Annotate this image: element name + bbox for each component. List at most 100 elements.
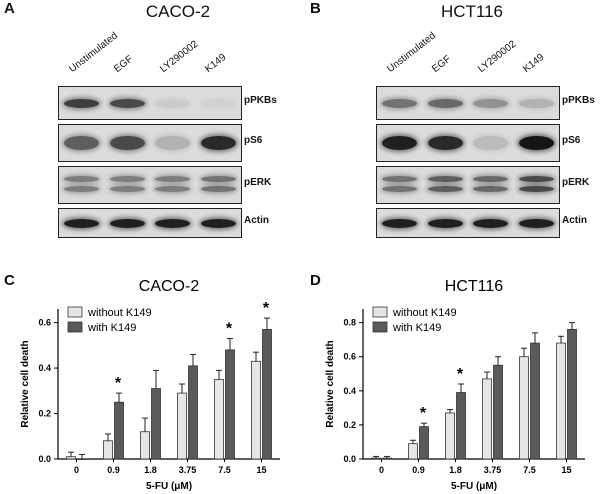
- y-tick-label: 0.4: [38, 363, 51, 373]
- y-tick-label: 0.2: [38, 409, 51, 419]
- band: [427, 186, 463, 192]
- bar-without-k149: [103, 440, 113, 460]
- band: [200, 176, 236, 182]
- panel-letter-d: D: [310, 272, 321, 289]
- legend-swatch: [67, 321, 83, 333]
- band: [382, 186, 418, 192]
- blot-strip-perk: [376, 166, 560, 204]
- band: [382, 136, 418, 150]
- blot-label-actin: Actin: [562, 215, 587, 226]
- bar-with-k149: [530, 342, 540, 460]
- blot-label-ps6: pS6: [244, 135, 263, 146]
- band: [200, 218, 236, 228]
- bar-with-k149: [262, 329, 272, 460]
- blot-title-a: CACO-2: [145, 2, 211, 21]
- band: [155, 218, 191, 228]
- bar-with-k149: [567, 329, 577, 460]
- y-tick-label: 0.8: [343, 318, 356, 328]
- band: [64, 98, 100, 108]
- legend-swatch: [372, 306, 388, 318]
- blot-strip-actin: [58, 208, 242, 238]
- band: [200, 186, 236, 192]
- band: [427, 98, 463, 108]
- bar-with-k149: [382, 457, 392, 460]
- band: [382, 176, 418, 182]
- bar-with-k149: [225, 349, 235, 460]
- legend-label: without K149: [392, 307, 457, 319]
- blot-label-perk: pERK: [562, 177, 590, 188]
- blot-label-perk: pERK: [244, 177, 272, 188]
- y-tick-label: 0.6: [343, 352, 356, 362]
- legend-label: without K149: [87, 307, 152, 319]
- blot-strip-ps6: [58, 124, 242, 162]
- significance-star: *: [420, 405, 427, 422]
- band: [155, 176, 191, 182]
- blot-strip-ps6: [376, 124, 560, 162]
- x-tick-label: 0: [74, 465, 79, 475]
- panel-letter-a: A: [4, 0, 15, 17]
- band: [473, 98, 509, 108]
- blot-strip-perk: [58, 166, 242, 204]
- lane-label: LY290002: [476, 38, 519, 75]
- band: [200, 98, 236, 108]
- band: [473, 218, 509, 228]
- x-tick-label: 7.5: [523, 465, 536, 475]
- significance-star: *: [115, 375, 122, 392]
- band: [109, 176, 145, 182]
- bar-without-k149: [371, 457, 381, 460]
- x-tick-label: 15: [561, 465, 571, 475]
- band: [427, 176, 463, 182]
- x-tick-label: 0: [379, 465, 384, 475]
- bar-with-k149: [493, 364, 503, 460]
- y-tick-label: 0.0: [343, 454, 356, 464]
- blot-strip-actin: [376, 208, 560, 238]
- y-axis-title: Relative cell death: [20, 340, 31, 427]
- x-tick-label: 0.9: [107, 465, 120, 475]
- band: [64, 136, 100, 150]
- y-tick-label: 0.4: [343, 386, 356, 396]
- x-tick-label: 0.9: [412, 465, 425, 475]
- band: [473, 136, 509, 150]
- blot-label-ppkbs: pPKBs: [244, 95, 277, 106]
- bar-without-k149: [408, 443, 418, 460]
- blot-title-b: HCT116: [440, 2, 504, 21]
- panel-letter-b: B: [310, 0, 321, 17]
- y-tick-label: 0.0: [38, 454, 51, 464]
- band: [518, 98, 554, 108]
- band: [109, 98, 145, 108]
- bar-chart-hct116: HCT116 0.0 0.2 0.4 0.6 0.8 Relative cell death…: [325, 278, 585, 492]
- lane-label: LY290002: [158, 38, 201, 75]
- bar-with-k149: [151, 388, 161, 460]
- lane-label: Unstimulated: [385, 30, 438, 75]
- lane-label: K149: [203, 51, 229, 75]
- chart-title: HCT116: [445, 278, 503, 295]
- band: [109, 186, 145, 192]
- significance-star: *: [226, 321, 233, 338]
- lane-label: K149: [521, 51, 547, 75]
- lane-label: EGF: [430, 53, 454, 75]
- chart-title: CACO-2: [139, 278, 200, 295]
- legend-label: with K149: [87, 322, 136, 334]
- lane-label: Unstimulated: [67, 30, 120, 75]
- legend-label: with K149: [392, 322, 441, 334]
- bar-chart-caco2: CACO-2 0.0 0.2 0.4 0.6 Relative cell death 0 0.…: [20, 278, 280, 492]
- bar-without-k149: [445, 412, 455, 460]
- bar-without-k149: [214, 379, 224, 460]
- bar-with-k149: [114, 401, 124, 460]
- band: [473, 176, 509, 182]
- band: [518, 176, 554, 182]
- x-tick-label: 3.75: [484, 465, 502, 475]
- x-tick-label: 1.8: [449, 465, 462, 475]
- band: [155, 98, 191, 108]
- band: [518, 186, 554, 192]
- band: [518, 218, 554, 228]
- band: [200, 136, 236, 150]
- y-tick-label: 0.6: [38, 318, 51, 328]
- band: [109, 136, 145, 150]
- significance-star: *: [457, 366, 464, 383]
- y-tick-label: 0.2: [343, 420, 356, 430]
- x-tick-label: 15: [256, 465, 266, 475]
- bar-without-k149: [251, 360, 261, 460]
- x-tick-label: 3.75: [179, 465, 197, 475]
- bar-without-k149: [140, 431, 150, 460]
